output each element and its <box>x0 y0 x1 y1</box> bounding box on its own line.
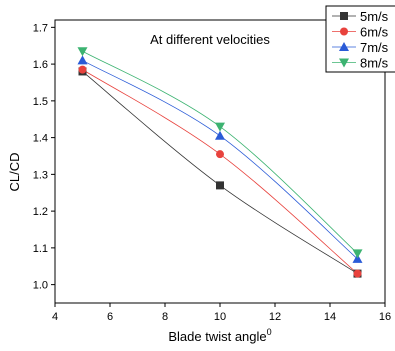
x-axis-label: Blade twist angle0 <box>168 327 271 344</box>
data-point <box>77 47 88 57</box>
chart-annotation: At different velocities <box>150 32 270 47</box>
x-tick-label: 14 <box>324 311 336 323</box>
legend-entry-label: 8m/s <box>360 56 389 71</box>
x-tick-label: 8 <box>162 311 168 323</box>
y-tick-label: 1.5 <box>33 96 48 108</box>
data-point <box>216 150 224 159</box>
x-tick-label: 10 <box>214 311 226 323</box>
y-tick-label: 1.3 <box>33 169 48 181</box>
data-point <box>352 249 363 259</box>
legend-box <box>325 5 395 73</box>
y-tick-label: 1.7 <box>33 22 48 34</box>
y-tick-label: 1.1 <box>33 243 48 255</box>
y-tick-label: 1.2 <box>33 206 48 218</box>
data-point <box>216 181 224 190</box>
data-point <box>77 55 88 65</box>
legend-marker <box>340 27 348 36</box>
x-tick-label: 6 <box>107 311 113 323</box>
series-line <box>82 71 358 274</box>
x-tick-label: 12 <box>269 311 281 323</box>
series-line <box>82 69 358 274</box>
y-tick-label: 1.0 <box>33 280 48 292</box>
series-line <box>82 60 358 260</box>
y-tick-label: 1.4 <box>33 133 48 145</box>
legend-marker <box>339 42 349 51</box>
axis-ticks: 4 6 8 10 12 14 16 1.0 1.1 1.2 1.3 1.4 1.5 1.6 1.7 <box>33 22 391 323</box>
data-point <box>215 130 225 140</box>
y-axis-label: CL/CD <box>7 152 22 191</box>
legend: 5m/s6m/s7m/s8m/s <box>325 5 395 73</box>
data-point <box>215 122 225 132</box>
series-lines <box>82 50 358 274</box>
x-tick-label: 16 <box>379 311 391 323</box>
legend-marker <box>340 12 348 20</box>
legend-entry-label: 6m/s <box>360 25 389 40</box>
y-tick-label: 1.6 <box>33 59 48 71</box>
x-tick-label: 4 <box>52 311 58 323</box>
x-axis-label-text: Blade twist angle <box>168 329 266 344</box>
data-point <box>78 65 87 74</box>
legend-marker <box>339 58 349 68</box>
x-axis-label-superscript: 0 <box>267 327 272 337</box>
legend-entry-label: 7m/s <box>360 40 389 55</box>
series-markers <box>77 47 363 278</box>
data-point <box>353 269 362 278</box>
legend-entry-label: 5m/s <box>360 9 389 24</box>
data-point <box>352 253 363 263</box>
